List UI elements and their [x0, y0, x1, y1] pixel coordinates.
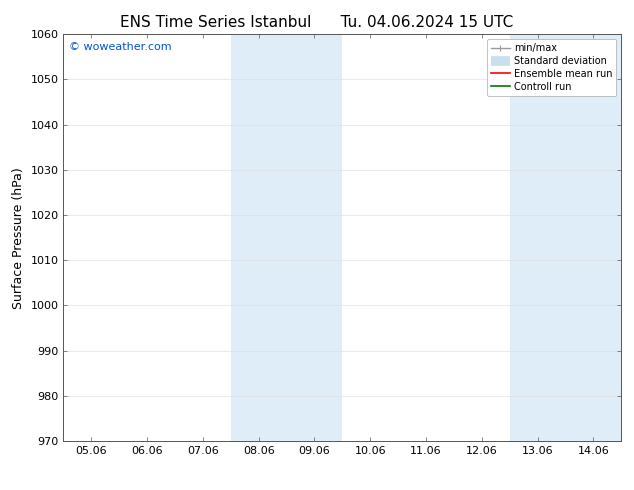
Text: © woweather.com: © woweather.com: [69, 43, 172, 52]
Y-axis label: Surface Pressure (hPa): Surface Pressure (hPa): [12, 167, 25, 309]
Legend: min/max, Standard deviation, Ensemble mean run, Controll run: min/max, Standard deviation, Ensemble me…: [487, 39, 616, 96]
Bar: [510, 34, 566, 441]
Text: ENS Time Series Istanbul      Tu. 04.06.2024 15 UTC: ENS Time Series Istanbul Tu. 04.06.2024 …: [120, 15, 514, 30]
Bar: [566, 34, 621, 441]
Bar: [231, 34, 287, 441]
Bar: [287, 34, 342, 441]
